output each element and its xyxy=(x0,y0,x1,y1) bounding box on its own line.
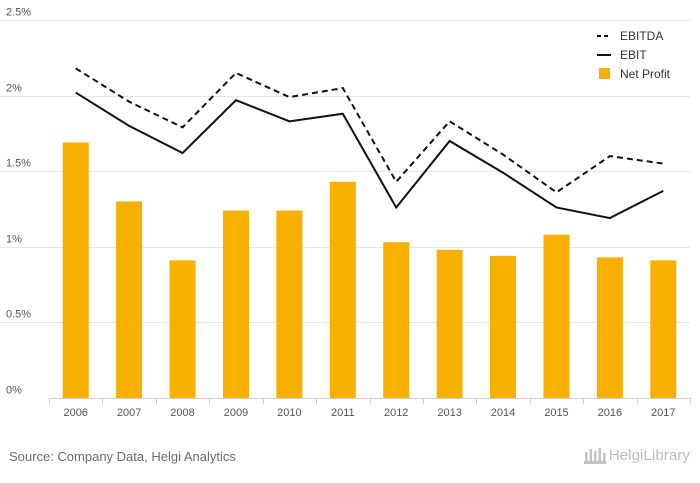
y-tick-label: 1% xyxy=(6,234,22,246)
x-tick-label: 2013 xyxy=(437,407,461,419)
bar-net-profit xyxy=(490,255,517,398)
x-tick-label: 2012 xyxy=(384,407,408,419)
bar-net-profit xyxy=(62,142,89,398)
bar-net-profit xyxy=(329,181,356,398)
x-tick-label: 2007 xyxy=(117,407,141,419)
x-tick-label: 2009 xyxy=(224,407,248,419)
bar-net-profit xyxy=(169,260,196,398)
lines xyxy=(75,67,664,220)
logo-text: HelgiLibrary xyxy=(608,446,690,464)
legend-label-net-profit: Net Profit xyxy=(620,67,671,81)
y-tick-label: 0.5% xyxy=(6,309,31,321)
line-ebit xyxy=(75,91,664,220)
x-tick-label: 2016 xyxy=(598,407,622,419)
bars-net-profit xyxy=(62,142,677,398)
combo-chart: 0% 0.5% 1% 1.5% 2% 2.5% 2006 2007 2008 2009 2010 20… xyxy=(0,7,691,419)
legend: EBITDA EBIT Net Profit xyxy=(597,29,671,81)
x-tick-label: 2010 xyxy=(277,407,301,419)
legend-swatch-net-profit xyxy=(599,68,610,79)
bar-net-profit xyxy=(222,210,249,398)
bar-net-profit xyxy=(543,234,570,398)
line-ebitda xyxy=(75,67,664,194)
x-tick-label: 2011 xyxy=(331,407,355,419)
bar-net-profit xyxy=(436,249,463,398)
bar-net-profit xyxy=(383,242,410,398)
bar-net-profit xyxy=(596,257,623,398)
bar-net-profit xyxy=(116,201,143,398)
bar-net-profit xyxy=(276,210,303,398)
y-tick-label: 0% xyxy=(6,385,22,397)
legend-label-ebit: EBIT xyxy=(620,48,647,62)
x-tick-label: 2006 xyxy=(63,407,87,419)
x-tick-label: 2017 xyxy=(651,407,675,419)
bar-net-profit xyxy=(650,260,677,398)
legend-label-ebitda: EBITDA xyxy=(620,29,663,43)
y-tick-label: 1.5% xyxy=(6,158,31,170)
x-tick-label: 2008 xyxy=(170,407,194,419)
axes: 0% 0.5% 1% 1.5% 2% 2.5% 2006 2007 2008 2009 2010 20… xyxy=(6,7,691,419)
x-tick-label: 2015 xyxy=(544,407,568,419)
library-columns-icon xyxy=(583,448,606,464)
x-tick-label: 2014 xyxy=(491,407,515,419)
y-tick-label: 2% xyxy=(6,83,22,95)
source-note: Source: Company Data, Helgi Analytics xyxy=(9,449,236,464)
y-tick-label: 2.5% xyxy=(6,7,31,19)
gridlines xyxy=(0,20,690,323)
helgi-library-logo: HelgiLibrary xyxy=(583,446,690,464)
